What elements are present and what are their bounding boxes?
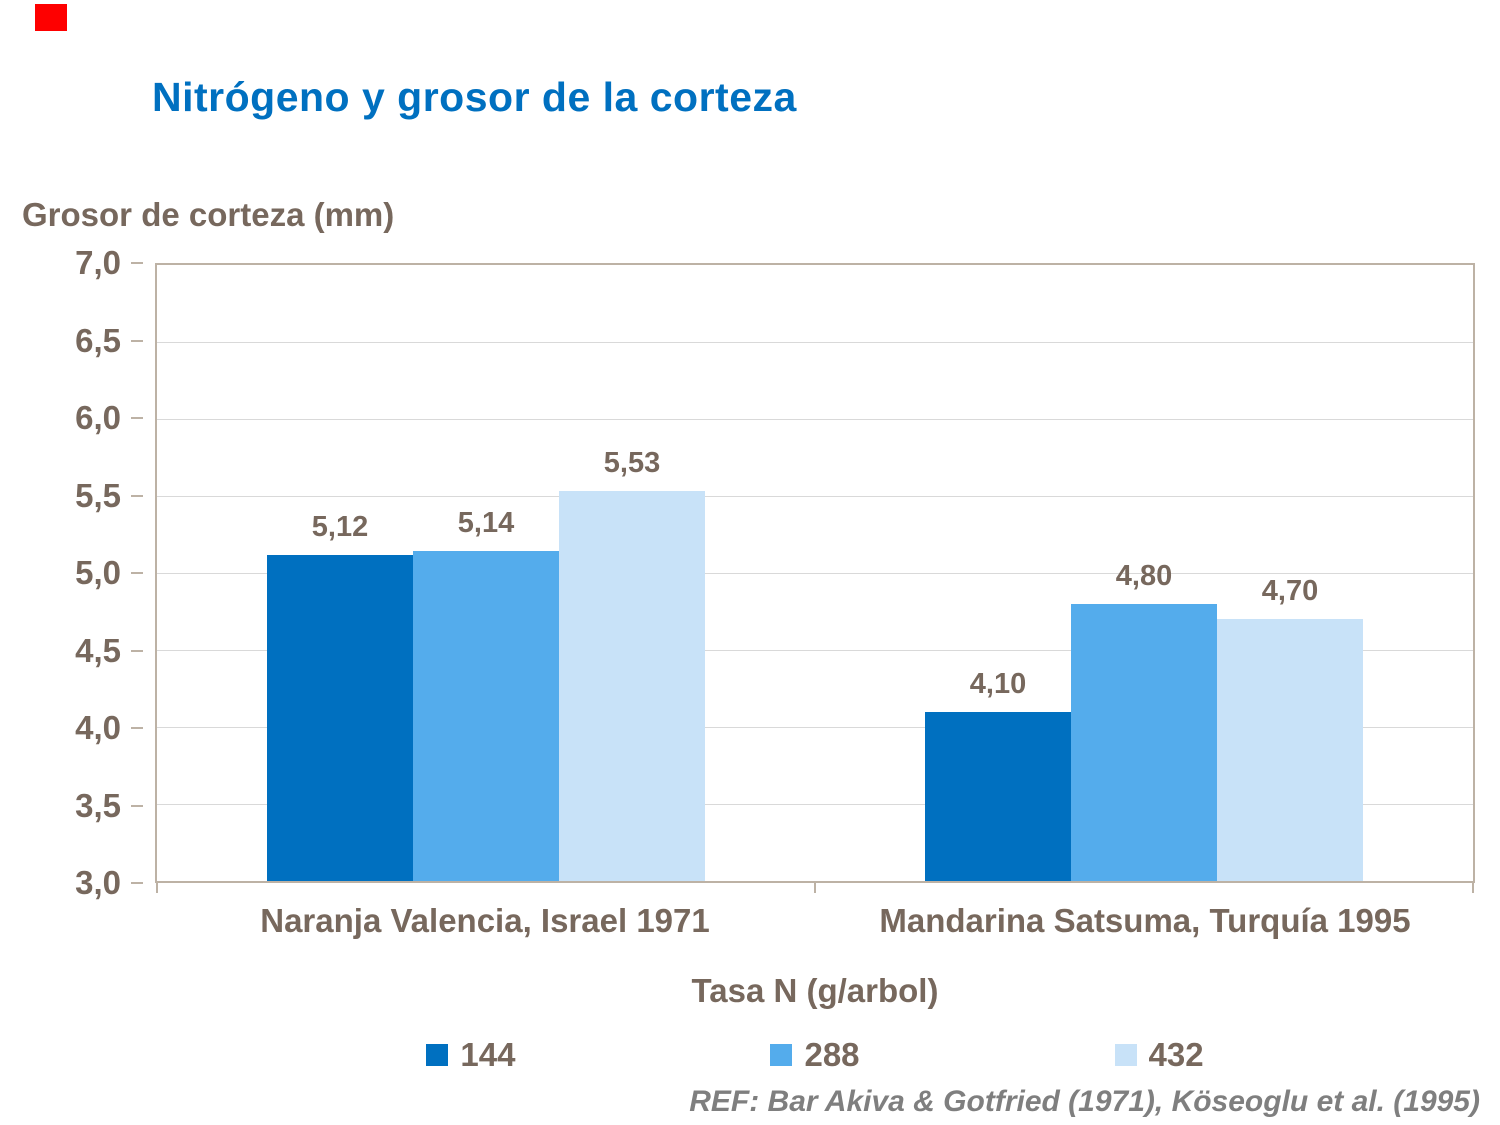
x-tick-mark [1472, 881, 1474, 893]
y-tick-mark [131, 417, 143, 419]
bar-group: 5,12 5,14 5,53 [157, 265, 815, 881]
x-axis-title: Tasa N (g/arbol) [691, 972, 939, 1009]
y-tick-mark [131, 804, 143, 807]
y-axis: 7,0 6,5 6,0 5,5 5,0 4,5 4,0 3,5 3,0 [0, 244, 143, 901]
legend-label: 288 [804, 1036, 860, 1073]
x-tick-mark [156, 881, 158, 893]
bar-value-label: 5,12 [311, 510, 369, 543]
legend-item-144: 144 [426, 1036, 515, 1074]
legend-swatch-icon [426, 1044, 449, 1066]
y-tick-label: 4,5 [75, 631, 121, 669]
reference-note: REF: Bar Akiva & Gotfried (1971), Köseog… [689, 1085, 1480, 1118]
y-tick-label: 3,5 [75, 786, 121, 824]
gridline [157, 804, 1473, 805]
y-tick-label: 6,5 [75, 321, 121, 359]
y-tick-label: 7,0 [75, 244, 121, 281]
legend-item-288: 288 [770, 1036, 860, 1074]
bar-value-label: 4,80 [1115, 559, 1173, 592]
y-tick-label: 5,5 [75, 476, 121, 514]
legend-swatch-icon [770, 1044, 793, 1066]
y-tick-mark [131, 649, 143, 652]
gridline [157, 496, 1473, 497]
y-tick-mark [131, 572, 143, 574]
bar-144: 4,10 [925, 668, 1071, 881]
y-tick-mark [131, 339, 143, 342]
legend-label: 144 [460, 1036, 516, 1073]
red-accent-bar [35, 4, 67, 31]
y-tick-label: 3,0 [75, 864, 121, 901]
bar-value-label: 5,53 [603, 447, 661, 480]
bar-288: 4,80 [1071, 560, 1217, 881]
y-axis-title: Grosor de corteza (mm) [22, 196, 395, 233]
bar-groups: 5,12 5,14 5,53 4,10 4,80 4,70 [157, 265, 1473, 881]
gridline [157, 342, 1473, 343]
bar-288: 5,14 [413, 507, 559, 881]
y-tick-mark [131, 262, 143, 264]
gridline [157, 419, 1473, 420]
y-tick-label: 6,0 [75, 399, 121, 436]
x-axis-categories: Naranja Valencia, Israel 1971 Mandarina S… [155, 902, 1475, 940]
legend-item-432: 432 [1114, 1036, 1204, 1074]
category-label: Naranja Valencia, Israel 1971 [260, 902, 710, 939]
legend-label: 432 [1148, 1036, 1204, 1073]
bar-value-label: 4,70 [1261, 575, 1319, 608]
plot-area: 5,12 5,14 5,53 4,10 4,80 4,70 [155, 263, 1475, 893]
bar-value-label: 4,10 [969, 667, 1027, 700]
bar-432: 4,70 [1217, 575, 1363, 881]
bar-value-label: 5,14 [457, 507, 515, 540]
y-tick-mark [131, 882, 143, 884]
bar-144: 5,12 [267, 511, 413, 881]
x-tick-mark [814, 881, 816, 893]
category-label: Mandarina Satsuma, Turquía 1995 [879, 902, 1411, 939]
legend-swatch-icon [1114, 1044, 1137, 1066]
bar-432: 5,53 [559, 447, 705, 881]
y-tick-label: 4,0 [75, 709, 121, 746]
gridline [157, 727, 1473, 728]
bar-group: 4,10 4,80 4,70 [815, 265, 1473, 881]
legend: 144 288 432 [155, 1036, 1475, 1074]
y-tick-label: 5,0 [75, 554, 121, 591]
chart-title: Nitrógeno y grosor de la corteza [152, 74, 797, 120]
gridline [157, 650, 1473, 651]
gridline [157, 573, 1473, 574]
y-tick-mark [131, 727, 143, 729]
y-tick-mark [131, 494, 143, 497]
